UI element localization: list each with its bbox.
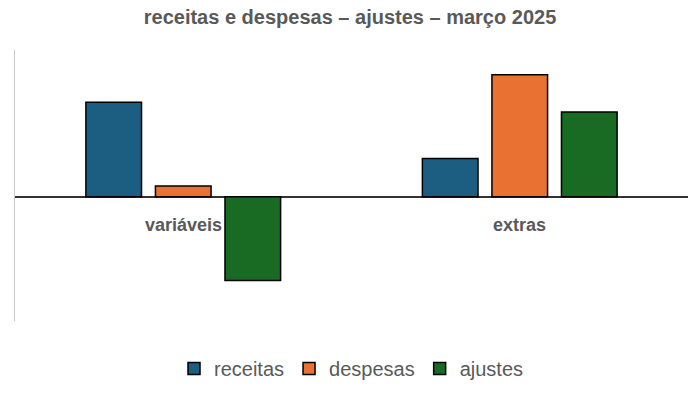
svg-text:ajustes: ajustes bbox=[460, 358, 523, 380]
svg-text:receitas: receitas bbox=[214, 358, 284, 380]
svg-text:variáveis: variáveis bbox=[145, 215, 222, 235]
svg-text:receitas e despesas – ajustes: receitas e despesas – ajustes – março 20… bbox=[144, 6, 557, 28]
svg-text:despesas: despesas bbox=[329, 358, 415, 380]
svg-text:extras: extras bbox=[493, 215, 546, 235]
